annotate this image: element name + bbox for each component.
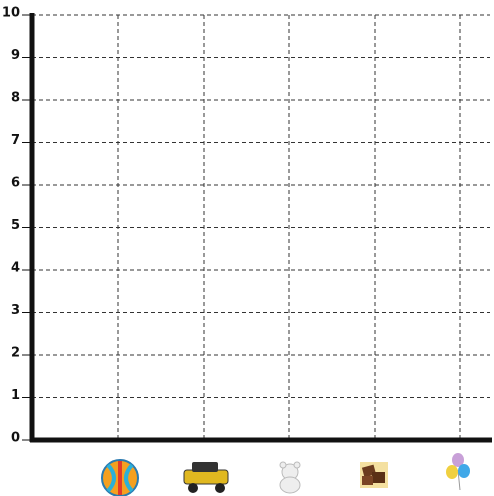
y-tick-label: 0 <box>11 431 20 446</box>
ball-icon <box>101 459 139 496</box>
bear-icon <box>279 461 301 494</box>
y-tick-label: 4 <box>11 261 20 276</box>
y-tick-label: 10 <box>2 6 20 21</box>
y-tick-label: 6 <box>11 176 20 191</box>
balloons-icon <box>446 453 470 491</box>
y-tick-label: 5 <box>11 218 20 233</box>
y-tick-label: 9 <box>11 48 20 63</box>
y-tick-label: 7 <box>11 133 20 148</box>
y-tick-label: 1 <box>11 388 20 403</box>
y-tick-label: 2 <box>11 346 20 361</box>
y-tick-label: 8 <box>11 91 20 106</box>
y-tick-label: 3 <box>11 303 20 318</box>
vertical-grid <box>117 15 461 440</box>
car-icon <box>183 462 229 493</box>
chocolate-icon <box>360 462 388 488</box>
